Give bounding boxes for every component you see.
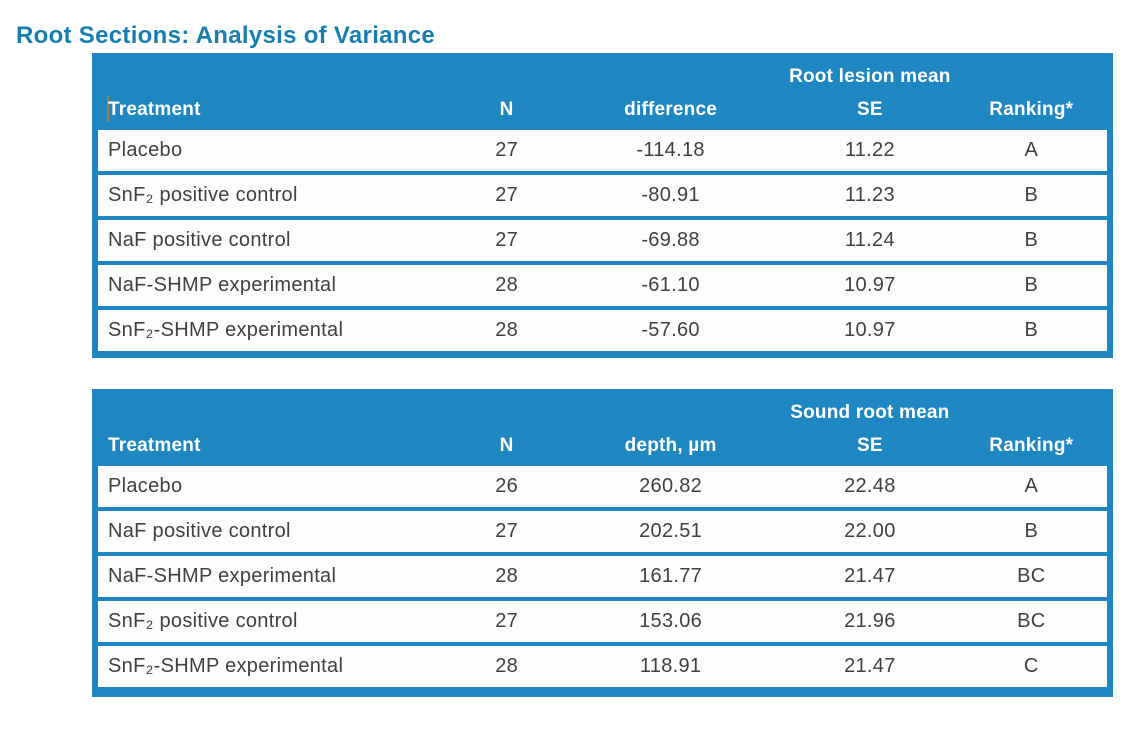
cell-ranking: BC: [1017, 565, 1046, 587]
cell-mean-value: 161.77: [639, 565, 703, 587]
cell-treatment: SnF₂-SHMP experimental: [108, 319, 344, 341]
cell-treatment: NaF positive control: [108, 520, 291, 542]
cell-se: 11.23: [844, 184, 895, 206]
column-header-row: Treatment N depth, µm SE Ranking*: [98, 427, 1107, 457]
column-header-se: SE: [856, 99, 883, 120]
table-header: Sound root mean Treatment N depth, µm SE…: [92, 389, 1113, 466]
cell-treatment: SnF₂ positive control: [108, 610, 298, 632]
column-header-ranking: Ranking*: [989, 435, 1074, 456]
group-header-row: Sound root mean: [98, 402, 1107, 427]
anova-table: Sound root mean Treatment N depth, µm SE…: [92, 389, 1113, 697]
group-header-label: Sound root mean: [790, 402, 950, 423]
group-header-row: Root lesion mean: [98, 66, 1107, 91]
cell-n: 26: [495, 475, 519, 497]
column-header-se: SE: [856, 435, 883, 456]
cell-treatment: Placebo: [108, 139, 183, 161]
table-row: SnF₂ positive control 27 153.06 21.96 BC: [98, 601, 1107, 642]
cell-mean-value: 118.91: [639, 655, 702, 677]
cell-mean-value: -114.18: [636, 139, 705, 161]
cell-ranking: B: [1024, 274, 1039, 296]
group-header-cell: Root lesion mean: [784, 66, 956, 91]
cell-mean-value: 202.51: [639, 520, 703, 542]
cell-se: 21.47: [844, 565, 896, 587]
table-row: SnF₂-SHMP experimental 28 -57.60 10.97 B: [98, 310, 1107, 351]
table-body: Placebo 27 -114.18 11.22 A SnF₂ positive…: [92, 130, 1113, 358]
cell-se: 10.97: [844, 274, 896, 296]
cell-se: 11.24: [844, 229, 895, 251]
cell-treatment: SnF₂ positive control: [108, 184, 298, 206]
cell-n: 27: [495, 229, 519, 251]
cell-n: 27: [495, 139, 519, 161]
cell-ranking: B: [1024, 520, 1039, 542]
cell-mean-value: -80.91: [641, 184, 700, 206]
table-row: SnF₂-SHMP experimental 28 118.91 21.47 C: [98, 646, 1107, 687]
cell-ranking: B: [1024, 184, 1039, 206]
cell-mean-value: 260.82: [639, 475, 703, 497]
column-header-mean-value: depth, µm: [624, 435, 717, 456]
cell-ranking: A: [1024, 139, 1039, 161]
column-header-mean-value: difference: [624, 99, 717, 120]
cell-treatment: NaF positive control: [108, 229, 291, 251]
cell-n: 27: [495, 610, 519, 632]
cell-se: 22.48: [844, 475, 896, 497]
column-header-row: Treatment N difference SE Ranking*: [98, 91, 1107, 121]
cell-n: 28: [495, 655, 519, 677]
cell-treatment: NaF-SHMP experimental: [108, 274, 337, 296]
cell-se: 11.22: [844, 139, 895, 161]
column-header-n: N: [499, 99, 514, 120]
cell-ranking: B: [1024, 319, 1039, 341]
tables-region: Root lesion mean Treatment N difference …: [92, 53, 1113, 697]
cell-treatment: NaF-SHMP experimental: [108, 565, 337, 587]
page-title: Root Sections: Analysis of Variance: [16, 22, 436, 50]
cell-ranking: B: [1024, 229, 1039, 251]
cell-se: 21.96: [844, 610, 896, 632]
cell-n: 28: [495, 274, 519, 296]
cell-n: 27: [495, 184, 519, 206]
cell-treatment: Placebo: [108, 475, 183, 497]
cell-mean-value: -69.88: [641, 229, 700, 251]
cell-se: 21.47: [844, 655, 896, 677]
cell-ranking: BC: [1017, 610, 1046, 632]
cell-se: 22.00: [844, 520, 896, 542]
table-row: NaF positive control 27 202.51 22.00 B: [98, 511, 1107, 552]
table-header: Root lesion mean Treatment N difference …: [92, 53, 1113, 130]
table-row: NaF positive control 27 -69.88 11.24 B: [98, 220, 1107, 261]
cell-mean-value: -57.60: [641, 319, 700, 341]
column-header-treatment: Treatment: [108, 435, 201, 456]
table-row: Placebo 26 260.82 22.48 A: [98, 466, 1107, 507]
anova-table: Root lesion mean Treatment N difference …: [92, 53, 1113, 358]
cell-n: 28: [495, 565, 519, 587]
table-body: Placebo 26 260.82 22.48 A NaF positive c…: [92, 466, 1113, 697]
table-row: Placebo 27 -114.18 11.22 A: [98, 130, 1107, 171]
table-row: SnF₂ positive control 27 -80.91 11.23 B: [98, 175, 1107, 216]
cell-treatment: SnF₂-SHMP experimental: [108, 655, 344, 677]
cell-n: 27: [495, 520, 519, 542]
column-header-n: N: [499, 435, 514, 456]
cell-se: 10.97: [844, 319, 896, 341]
cell-mean-value: 153.06: [639, 610, 703, 632]
group-header-cell: Sound root mean: [784, 402, 956, 427]
column-header-treatment: Treatment: [108, 99, 201, 120]
group-header-label: Root lesion mean: [789, 66, 951, 87]
cell-mean-value: -61.10: [641, 274, 700, 296]
cell-ranking: C: [1023, 655, 1039, 677]
cell-ranking: A: [1024, 475, 1039, 497]
table-row: NaF-SHMP experimental 28 -61.10 10.97 B: [98, 265, 1107, 306]
cell-n: 28: [495, 319, 519, 341]
table-row: NaF-SHMP experimental 28 161.77 21.47 BC: [98, 556, 1107, 597]
column-header-ranking: Ranking*: [989, 99, 1074, 120]
text-cursor-artifact: [107, 96, 109, 122]
